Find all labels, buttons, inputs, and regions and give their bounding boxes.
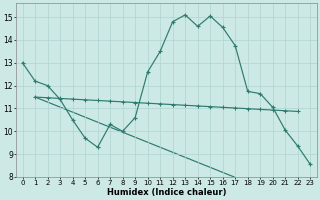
X-axis label: Humidex (Indice chaleur): Humidex (Indice chaleur) [107, 188, 226, 197]
